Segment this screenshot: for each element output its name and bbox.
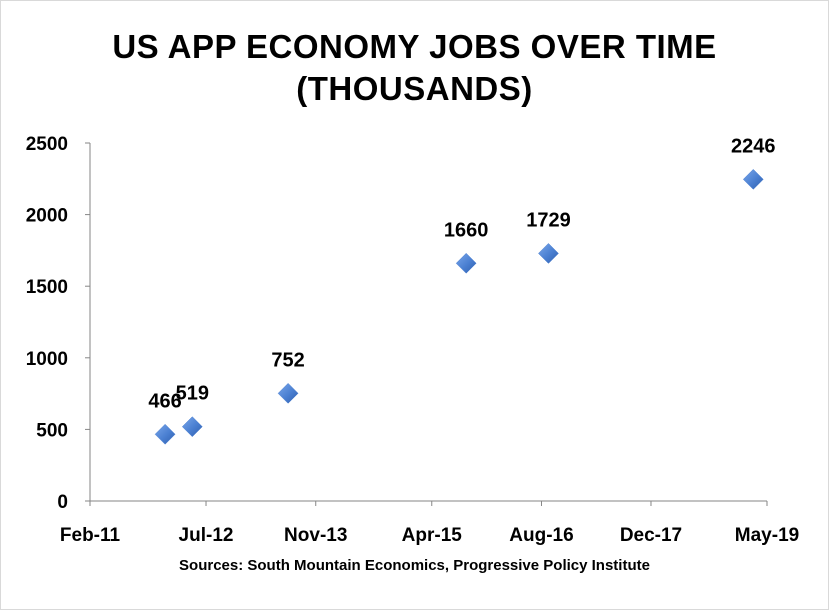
data-point (538, 243, 559, 264)
y-tick-label: 2000 (26, 206, 68, 227)
data-label: 1660 (444, 219, 489, 241)
chart-title-line-1: US APP ECONOMY JOBS OVER TIME (112, 28, 717, 65)
y-tick-label: 1500 (26, 277, 68, 298)
x-tick-label: Dec-17 (620, 525, 682, 546)
x-tick-label: May-19 (735, 525, 799, 546)
data-point (455, 252, 477, 274)
x-tick-label: Jul-12 (179, 525, 234, 546)
data-point (154, 423, 176, 445)
y-tick-label: 1000 (26, 349, 68, 370)
x-tick-label: Apr-15 (402, 525, 463, 546)
data-point (742, 169, 764, 190)
chart-source-note: Sources: South Mountain Economics, Progr… (179, 557, 650, 574)
data-label: 466 (148, 390, 181, 412)
data-label: 752 (271, 349, 304, 371)
x-tick-label: Feb-11 (60, 525, 121, 546)
y-tick-label: 500 (36, 420, 68, 441)
data-label: 2246 (731, 135, 776, 157)
data-point (181, 416, 203, 438)
y-tick-label: 2500 (26, 134, 68, 155)
x-tick-label: Aug-16 (509, 525, 573, 546)
data-point (277, 382, 299, 404)
y-tick-label: 0 (57, 492, 68, 513)
chart-title-line-2: (THOUSANDS) (296, 70, 533, 107)
data-label: 1729 (526, 209, 571, 231)
data-label: 519 (176, 383, 209, 405)
x-tick-label: Nov-13 (284, 525, 347, 546)
